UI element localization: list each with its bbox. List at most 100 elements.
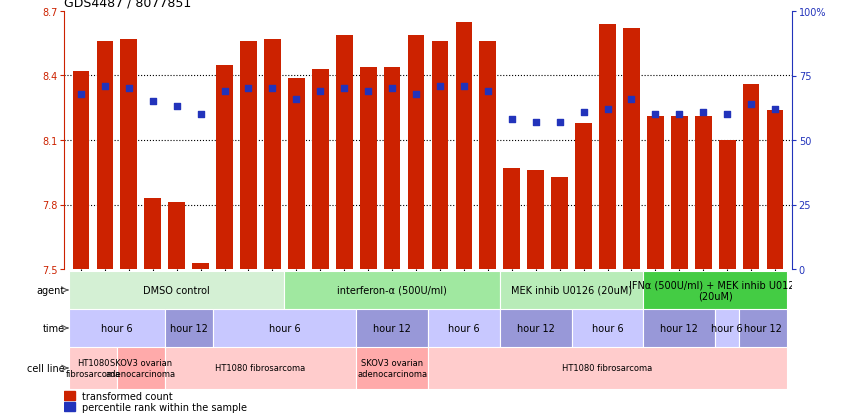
Bar — [644, 309, 716, 347]
Bar — [407, 36, 425, 269]
Bar — [69, 347, 117, 389]
Text: time: time — [43, 323, 65, 333]
Bar — [356, 309, 428, 347]
Point — [744, 101, 758, 108]
Text: hour 6: hour 6 — [101, 323, 133, 333]
Bar — [623, 29, 639, 269]
Bar — [479, 42, 496, 269]
Bar — [644, 271, 787, 309]
Point — [74, 91, 88, 97]
Text: hour 6: hour 6 — [591, 323, 623, 333]
Text: MEK inhib U0126 (20uM): MEK inhib U0126 (20uM) — [511, 285, 633, 295]
Text: percentile rank within the sample: percentile rank within the sample — [82, 401, 247, 411]
Bar — [212, 309, 356, 347]
Bar — [288, 78, 305, 269]
Point — [673, 112, 687, 118]
Bar — [360, 68, 377, 269]
Bar — [64, 392, 75, 400]
Bar — [695, 117, 711, 269]
Point — [505, 117, 519, 123]
Text: DMSO control: DMSO control — [143, 285, 210, 295]
Point — [265, 86, 279, 93]
Bar — [739, 309, 787, 347]
Bar — [217, 66, 233, 269]
Bar — [500, 309, 572, 347]
Bar — [431, 42, 449, 269]
Text: GDS4487 / 8077851: GDS4487 / 8077851 — [64, 0, 192, 9]
Text: hour 12: hour 12 — [169, 323, 208, 333]
Bar — [193, 263, 209, 269]
Bar — [336, 36, 353, 269]
Bar — [527, 171, 544, 269]
Point — [529, 119, 543, 126]
Text: SKOV3 ovarian
adenocarcinoma: SKOV3 ovarian adenocarcinoma — [106, 358, 175, 378]
Point — [481, 88, 495, 95]
Bar — [455, 23, 473, 269]
Text: transformed count: transformed count — [82, 391, 173, 401]
Bar — [356, 347, 428, 389]
Point — [193, 112, 207, 118]
Point — [457, 83, 471, 90]
Point — [601, 107, 615, 113]
Point — [553, 119, 567, 126]
Point — [289, 96, 303, 103]
Bar — [500, 271, 644, 309]
Bar — [575, 123, 592, 269]
Text: hour 6: hour 6 — [269, 323, 300, 333]
Point — [241, 86, 255, 93]
Bar — [264, 40, 281, 269]
Bar — [241, 42, 257, 269]
Bar — [647, 117, 663, 269]
Bar — [599, 25, 615, 269]
Bar — [716, 309, 739, 347]
Bar — [428, 309, 500, 347]
Bar — [503, 169, 520, 269]
Bar — [164, 309, 212, 347]
Text: hour 12: hour 12 — [373, 323, 411, 333]
Bar — [671, 117, 687, 269]
Point — [122, 86, 135, 93]
Text: agent: agent — [37, 285, 65, 295]
Text: cell line: cell line — [27, 363, 65, 373]
Text: interferon-α (500U/ml): interferon-α (500U/ml) — [337, 285, 447, 295]
Point — [409, 91, 423, 97]
Bar — [312, 70, 329, 269]
Bar — [69, 309, 164, 347]
Point — [98, 83, 112, 90]
Point — [768, 107, 782, 113]
Bar — [69, 271, 284, 309]
Bar — [73, 72, 89, 269]
Text: hour 6: hour 6 — [711, 323, 743, 333]
Bar — [284, 271, 500, 309]
Point — [625, 96, 639, 103]
Bar — [169, 203, 185, 269]
Bar — [117, 347, 164, 389]
Point — [217, 88, 231, 95]
Point — [337, 86, 351, 93]
Text: IFNα (500U/ml) + MEK inhib U0126
(20uM): IFNα (500U/ml) + MEK inhib U0126 (20uM) — [629, 280, 801, 301]
Bar — [428, 347, 787, 389]
Point — [169, 104, 183, 111]
Bar — [743, 85, 759, 269]
Point — [721, 112, 734, 118]
Text: HT1080 fibrosarcoma: HT1080 fibrosarcoma — [216, 363, 306, 373]
Text: hour 12: hour 12 — [517, 323, 555, 333]
Bar — [145, 199, 161, 269]
Text: SKOV3 ovarian
adenocarcinoma: SKOV3 ovarian adenocarcinoma — [357, 358, 427, 378]
Point — [433, 83, 447, 90]
Bar — [572, 309, 644, 347]
Point — [313, 88, 327, 95]
Bar — [64, 402, 75, 411]
Bar — [719, 141, 735, 269]
Bar — [551, 177, 568, 269]
Point — [361, 88, 375, 95]
Bar — [164, 347, 356, 389]
Point — [697, 109, 710, 116]
Text: HT1080
fibrosarcoma: HT1080 fibrosarcoma — [65, 358, 121, 378]
Text: HT1080 fibrosarcoma: HT1080 fibrosarcoma — [562, 363, 652, 373]
Point — [385, 86, 399, 93]
Text: hour 6: hour 6 — [448, 323, 479, 333]
Point — [577, 109, 591, 116]
Point — [649, 112, 663, 118]
Bar — [383, 68, 401, 269]
